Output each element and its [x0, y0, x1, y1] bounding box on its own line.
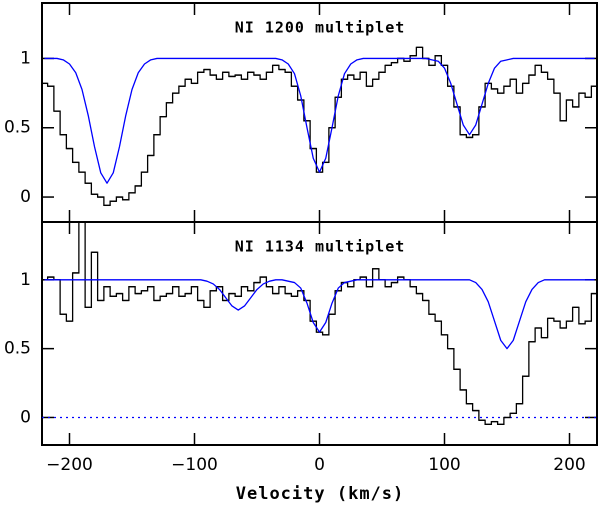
- y-tick-label: 0: [20, 407, 31, 427]
- y-tick-label: 1: [20, 270, 31, 290]
- y-tick-label: 0.5: [4, 339, 31, 359]
- x-tick-label: 0: [314, 455, 325, 475]
- panel-title: NI 1200 multiplet: [235, 19, 406, 37]
- x-tick-label: −200: [46, 455, 93, 475]
- y-tick-label: 0.5: [4, 118, 31, 138]
- x-tick-label: −100: [171, 455, 218, 475]
- y-tick-label: 1: [20, 48, 31, 68]
- y-tick-label: 0: [20, 187, 31, 207]
- model-line: [44, 57, 595, 184]
- x-tick-label: 200: [553, 455, 585, 475]
- x-axis-label: Velocity (km/s): [236, 484, 405, 504]
- step-connector: [42, 46, 597, 207]
- model-line: [44, 279, 595, 350]
- panel-title: NI 1134 multiplet: [235, 238, 406, 256]
- x-tick-label: 100: [428, 455, 460, 475]
